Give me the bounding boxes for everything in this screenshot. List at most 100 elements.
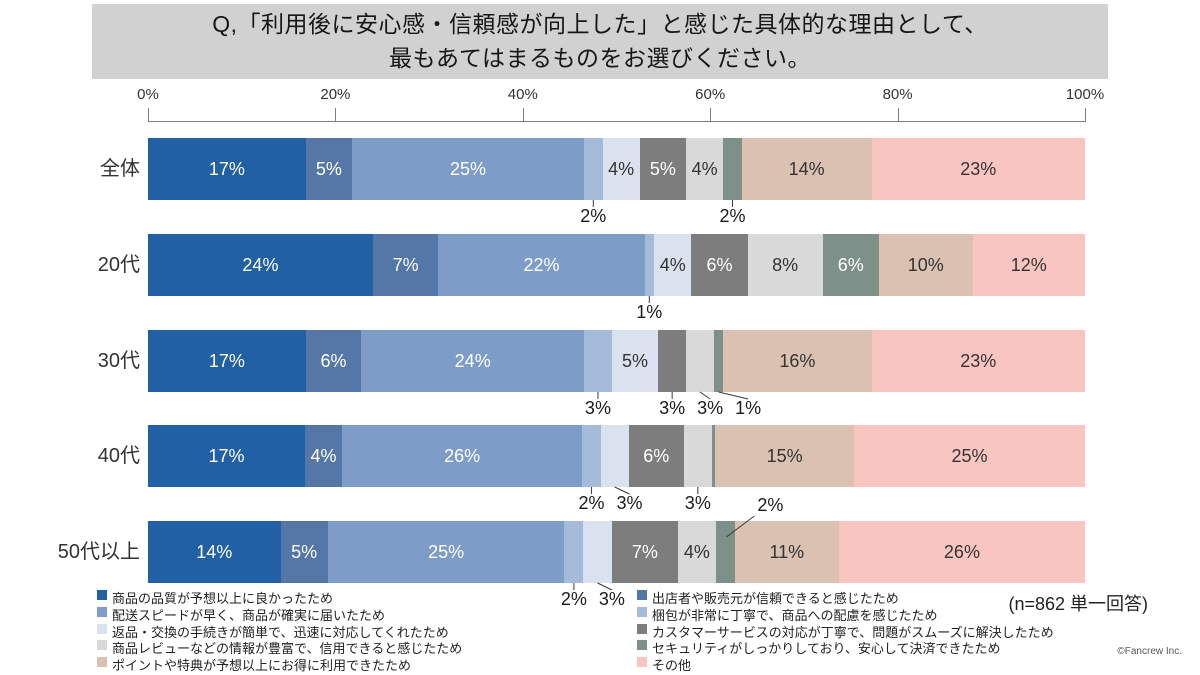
callout-value-label: 2% (578, 493, 605, 513)
segment-value-label: 7% (631, 541, 658, 562)
legend-color-swatch (637, 640, 647, 651)
axis-tick-mark (522, 108, 524, 121)
bar-segment: 6% (822, 234, 879, 296)
legend-item: 配送スピードが早く、商品が確実に届いたため (97, 605, 385, 624)
segment-value-label: 6% (643, 445, 670, 466)
segment-value-label: 26% (943, 541, 980, 562)
bar-segment: 14% (741, 138, 872, 200)
bar-segment (600, 425, 629, 487)
segment-value-label: 8% (772, 254, 799, 275)
segment-value-label: 6% (320, 350, 347, 371)
segment-value-label: 16% (779, 350, 816, 371)
legend-item-label: 梱包が非常に丁寧で、商品への配慮を感じたため (652, 607, 938, 623)
callout-value-label: 1% (636, 302, 663, 322)
bar-segment (644, 234, 654, 296)
legend-item-label: 商品の品質が予想以上に良かったため (112, 591, 334, 606)
axis-tick-label: 100% (1065, 86, 1105, 103)
axis-tick-mark (1085, 108, 1086, 121)
bar-segment: 17% (148, 138, 306, 200)
bar-segment: 24% (148, 234, 373, 296)
bar-segment: 23% (871, 138, 1085, 200)
segment-value-label: 5% (622, 350, 649, 371)
legend-color-swatch (637, 657, 647, 668)
segment-value-label: 4% (659, 254, 686, 275)
bar-segment: 12% (972, 234, 1085, 296)
axis-tick-label: 0% (137, 86, 159, 103)
bar-segment: 4% (305, 425, 343, 487)
legend-item: その他 (637, 655, 691, 674)
bar-segment: 25% (327, 521, 565, 583)
legend-color-swatch (637, 606, 647, 617)
legend-item-label: 返品・交換の手続きが簡単で、迅速に対応してくれたため (112, 624, 449, 640)
category-label: 40代 (97, 445, 140, 467)
chart-title-line2: 最もあてはまるものをお選びください。 (388, 44, 812, 71)
legend-color-swatch (97, 657, 107, 668)
bar-segment: 25% (352, 138, 585, 200)
segment-value-label: 14% (788, 158, 825, 179)
bar-segment: 26% (342, 425, 583, 487)
bar-segment: 4% (686, 138, 724, 200)
bar-segment: 16% (723, 330, 872, 392)
segment-value-label: 23% (960, 350, 997, 371)
axis-tick-mark (335, 108, 337, 121)
axis-tick-mark (148, 108, 149, 121)
segment-value-label: 7% (392, 254, 419, 275)
segment-value-label: 6% (837, 254, 864, 275)
bar-segment: 23% (871, 330, 1085, 392)
bar-segment: 22% (438, 234, 645, 296)
segment-value-label: 26% (444, 445, 481, 466)
bar-segment (715, 521, 735, 583)
bar-segment (584, 330, 612, 392)
segment-value-label: 17% (208, 158, 245, 179)
axis-tick-label: 40% (507, 86, 538, 103)
segment-value-label: 4% (310, 445, 337, 466)
callout-value-label: 3% (697, 398, 724, 418)
legend-item-label: ポイントや特典が予想以上にお得に利用できたため (112, 658, 412, 674)
legend-item: 商品レビューなどの情報が豊富で、信用できると感じたため (97, 638, 462, 657)
category-label: 20代 (97, 254, 140, 276)
legend-item: ポイントや特典が予想以上にお得に利用できたため (97, 655, 411, 674)
legend-color-swatch (97, 590, 107, 600)
axis-tick-mark (710, 108, 712, 121)
bar-segment: 14% (148, 521, 281, 583)
bar-segment (711, 425, 716, 487)
bar-segment: 6% (305, 330, 362, 392)
bar-segment: 5% (280, 521, 328, 583)
callout-value-label: 3% (684, 493, 711, 513)
axis-tick-label: 80% (882, 86, 913, 103)
bar-segment: 4% (602, 138, 640, 200)
legend-color-swatch (637, 623, 647, 634)
bar-segment: 11% (734, 521, 839, 583)
bar-segment: 17% (148, 330, 306, 392)
bar-segment (723, 138, 742, 200)
x-axis-line (148, 121, 1086, 122)
segment-value-label: 11% (769, 541, 805, 562)
bar-segment: 5% (611, 330, 659, 392)
bar-segment: 5% (639, 138, 687, 200)
bar-segment: 7% (372, 234, 439, 296)
bar-segment: 6% (691, 234, 748, 296)
segment-value-label: 15% (766, 445, 803, 466)
legend-color-swatch (637, 590, 647, 600)
segment-value-label: 14% (196, 541, 233, 562)
bar-segment: 5% (305, 138, 353, 200)
legend-item: 返品・交換の手続きが簡単で、迅速に対応してくれたため (97, 622, 449, 641)
legend-item-label: 配送スピードが早く、商品が確実に届いたため (112, 607, 386, 623)
bar-segment: 4% (653, 234, 692, 296)
segment-value-label: 5% (649, 158, 676, 179)
axis-tick-label: 20% (320, 86, 351, 103)
bar-segment (564, 521, 584, 583)
category-label: 全体 (100, 158, 140, 180)
bar-segment: 6% (628, 425, 684, 487)
bar-segment (584, 138, 603, 200)
bar-segment: 7% (611, 521, 679, 583)
bar-segment (658, 330, 687, 392)
segment-value-label: 10% (907, 254, 944, 275)
bar-segment: 24% (361, 330, 585, 392)
legend-item-label: セキュリティがしっかりしており、安心して決済できたため (652, 641, 1001, 657)
bar-segment: 15% (715, 425, 854, 487)
legend-item: 出店者や販売元が信頼できると感じたため (637, 588, 899, 607)
callout-value-label: 2% (560, 589, 587, 609)
callout-value-label: 2% (580, 206, 607, 226)
segment-value-label: 23% (960, 158, 997, 179)
